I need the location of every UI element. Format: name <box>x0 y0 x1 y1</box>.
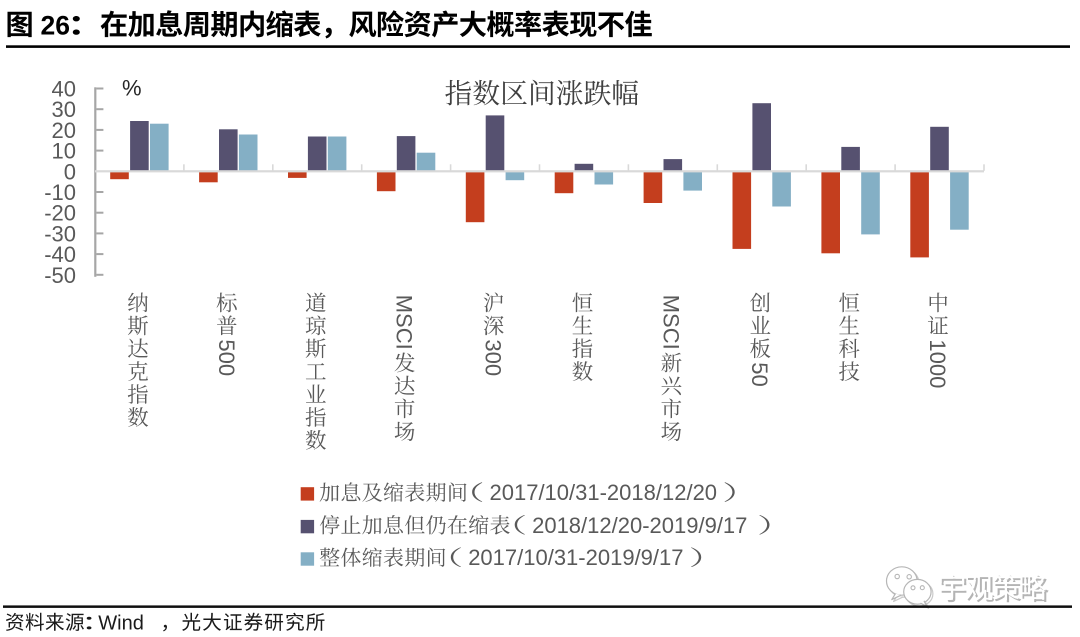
svg-text:-20: -20 <box>44 201 76 226</box>
svg-text:0: 0 <box>64 159 76 184</box>
svg-text:-50: -50 <box>44 263 76 288</box>
svg-text:2018/12/20-2019/9/17: 2018/12/20-2019/9/17 <box>532 513 747 538</box>
svg-text:50: 50 <box>747 362 772 386</box>
svg-text:-40: -40 <box>44 242 76 267</box>
svg-text:20: 20 <box>52 118 76 143</box>
svg-text:26: 26 <box>41 11 70 41</box>
svg-text:-30: -30 <box>44 221 76 246</box>
svg-text:-10: -10 <box>44 180 76 205</box>
svg-text:10: 10 <box>52 139 76 164</box>
svg-text:Wind: Wind <box>98 612 144 634</box>
svg-text:MSCI: MSCI <box>658 295 683 350</box>
svg-text:300: 300 <box>481 339 506 376</box>
svg-text:MSCI: MSCI <box>392 295 417 350</box>
svg-text:30: 30 <box>52 97 76 122</box>
svg-text:40: 40 <box>52 77 76 102</box>
svg-text:%: % <box>122 75 142 100</box>
svg-text:2017/10/31-2018/12/20: 2017/10/31-2018/12/20 <box>490 480 718 505</box>
svg-text:2017/10/31-2019/9/17: 2017/10/31-2019/9/17 <box>468 545 683 570</box>
svg-text:1000: 1000 <box>925 339 950 388</box>
svg-text:500: 500 <box>214 339 239 376</box>
